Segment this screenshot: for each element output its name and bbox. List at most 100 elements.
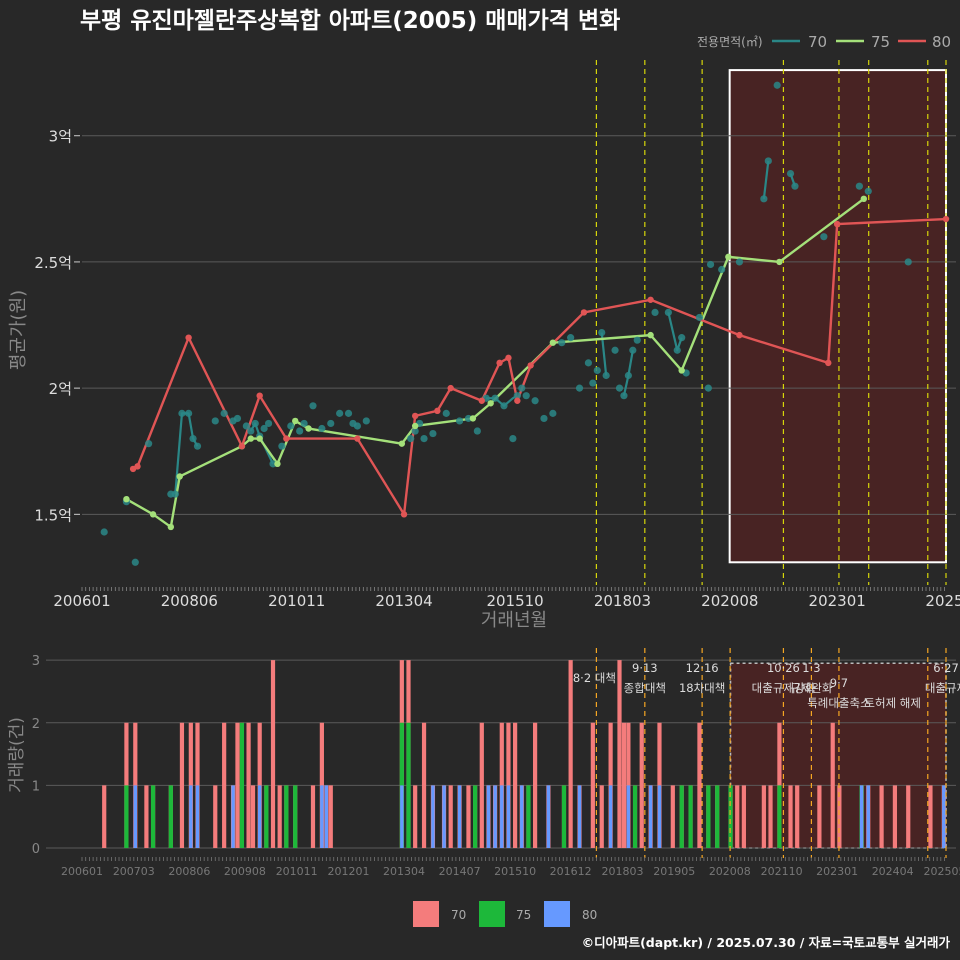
x-tick-label: 200806 [161, 592, 218, 610]
point-80 [942, 215, 950, 223]
point-75 [247, 435, 255, 442]
point-75 [549, 339, 557, 346]
point-70 [820, 233, 828, 241]
point-75 [149, 511, 157, 518]
x-tick-label: 201011 [268, 592, 325, 610]
volume-y-tick-label: 3 [32, 654, 40, 669]
volume-y-tick-label: 0 [32, 842, 40, 857]
bar-75 [679, 785, 684, 848]
bar-75 [526, 785, 531, 848]
bar-70 [837, 785, 842, 848]
bar-75 [632, 785, 638, 848]
bar-70 [768, 785, 773, 848]
bar-70 [277, 785, 282, 848]
bar-70 [179, 722, 185, 848]
series-75-line [125, 197, 865, 529]
bar-70 [697, 722, 702, 848]
point-75 [176, 473, 183, 480]
policy-label: 대출규제 [925, 681, 960, 695]
bar-70 [830, 722, 835, 848]
x-tick-label: 201510 [486, 592, 543, 610]
volume-legend-label-75: 75 [516, 908, 531, 922]
point-80 [256, 392, 263, 399]
bar-70 [466, 785, 471, 848]
point-80 [354, 435, 361, 442]
policy-label: 12·16 [686, 661, 719, 675]
point-75 [469, 415, 477, 422]
bar-70 [906, 785, 911, 848]
bar-80 [189, 785, 193, 848]
bar-70 [639, 722, 644, 848]
point-75 [776, 258, 783, 266]
point-70 [429, 429, 437, 438]
x-tick-label: 202008 [701, 592, 758, 610]
bar-80 [520, 785, 524, 848]
point-80 [580, 309, 588, 316]
point-70 [598, 328, 606, 337]
point-80 [411, 412, 419, 420]
bar-70 [879, 785, 884, 848]
point-75 [647, 331, 654, 339]
point-70 [251, 419, 259, 428]
point-70 [602, 371, 610, 380]
volume-legend-label-80: 80 [582, 908, 597, 922]
bar-80 [257, 785, 262, 848]
volume-legend: 70 75 80 [413, 901, 597, 927]
bar-80 [457, 785, 462, 848]
point-70 [300, 419, 308, 428]
bar-80 [626, 785, 631, 848]
point-70 [589, 379, 597, 387]
bar-70 [310, 785, 316, 848]
point-80 [505, 354, 512, 362]
bar-70 [735, 785, 740, 848]
volume-x-tick-label: 201905 [653, 865, 695, 878]
bar-75 [239, 722, 245, 848]
bar-80 [608, 785, 613, 848]
x-tick-label: 201304 [375, 592, 432, 610]
bar-70 [741, 785, 746, 848]
point-80 [736, 331, 743, 339]
bar-80 [431, 785, 435, 848]
point-70 [706, 260, 715, 269]
point-70 [185, 409, 193, 417]
point-70 [904, 258, 912, 266]
policy-label: 9·7 [830, 676, 848, 690]
volume-x-tick-label: 200908 [224, 865, 266, 878]
point-70 [362, 417, 370, 425]
bar-70 [795, 785, 800, 848]
point-70 [327, 419, 335, 428]
volume-y-tick-label: 2 [32, 717, 40, 732]
bar-70 [590, 722, 595, 848]
point-70 [773, 81, 781, 89]
point-70 [171, 490, 179, 498]
point-80 [283, 435, 290, 442]
volume-x-tick-label: 201201 [328, 865, 370, 878]
point-80 [478, 397, 485, 404]
bar-70 [246, 722, 251, 848]
y-axis-title: 평균가(원) [8, 290, 29, 370]
point-70 [678, 334, 686, 342]
bar-70 [928, 785, 933, 848]
point-70 [509, 435, 517, 443]
point-70 [247, 427, 255, 435]
point-75 [123, 495, 130, 503]
point-80 [514, 397, 521, 404]
bar-80 [324, 785, 329, 848]
volume-chart: 8·2 대책 9·13 종합대책 12·16 18차대책 10·26 대출규제강화 1·3 규제… [32, 648, 960, 878]
point-70 [344, 409, 353, 417]
bar-80 [942, 785, 946, 848]
point-70 [522, 392, 530, 400]
bar-70 [235, 722, 240, 848]
volume-x-tick-label: 201304 [383, 865, 425, 878]
point-70 [220, 409, 228, 417]
bar-70 [761, 785, 766, 848]
policy-label: 18차대책 [679, 681, 725, 695]
point-70 [575, 384, 584, 392]
point-70 [695, 313, 704, 322]
bar-80 [493, 785, 497, 848]
y-tick-label: 1.5억 [34, 506, 72, 524]
volume-x-tick-label: 202404 [872, 865, 914, 878]
policy-label: 9·13 [632, 661, 658, 675]
bar-75 [124, 785, 129, 848]
